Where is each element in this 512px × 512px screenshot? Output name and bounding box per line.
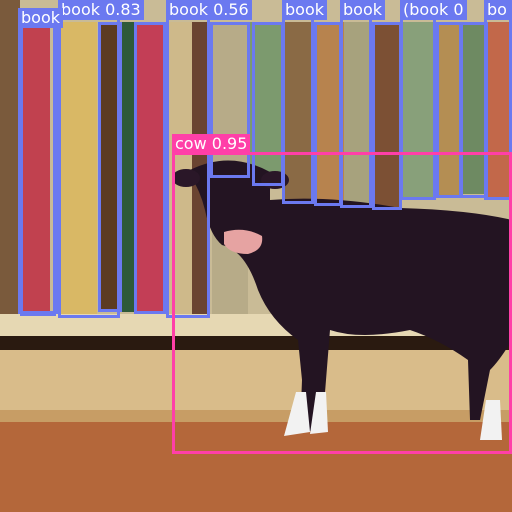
detection-box-book	[314, 22, 342, 206]
detection-box-book: book	[340, 0, 385, 208]
detection-box-book: book 0.83	[58, 0, 144, 318]
detection-box-book	[210, 22, 250, 178]
floor	[0, 422, 512, 512]
detection-label: book	[282, 0, 327, 20]
detection-box-book	[372, 22, 402, 210]
detection-box-book	[98, 22, 122, 312]
detection-box-book	[134, 22, 166, 314]
detection-label: bo	[484, 0, 510, 20]
detection-box-book: book	[18, 8, 63, 314]
detection-box-cow: cow 0.95	[172, 134, 512, 454]
detection-box-book: book 0.56	[166, 0, 252, 318]
detection-label: book	[340, 0, 385, 20]
bookshelf-books	[0, 0, 512, 316]
detection-label: cow 0.95	[172, 134, 251, 154]
detection-label: book 0.83	[58, 0, 144, 20]
detection-label: book	[18, 8, 63, 28]
detection-label: book 0.56	[166, 0, 252, 20]
detection-label: (book 0	[400, 0, 467, 20]
detection-box-book	[252, 22, 284, 186]
detection-box-book	[460, 22, 488, 198]
